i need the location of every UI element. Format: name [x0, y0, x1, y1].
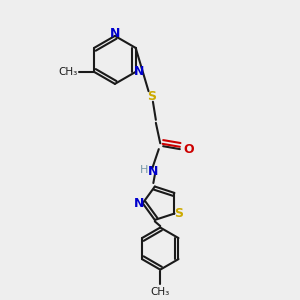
Text: S: S — [174, 207, 183, 220]
Text: O: O — [183, 142, 194, 156]
Text: N: N — [110, 27, 120, 40]
Text: N: N — [148, 165, 159, 178]
Text: S: S — [147, 90, 156, 103]
Text: N: N — [134, 197, 144, 210]
Text: N: N — [134, 65, 144, 78]
Text: CH₃: CH₃ — [151, 287, 170, 297]
Text: H: H — [140, 166, 148, 176]
Text: CH₃: CH₃ — [58, 67, 77, 77]
